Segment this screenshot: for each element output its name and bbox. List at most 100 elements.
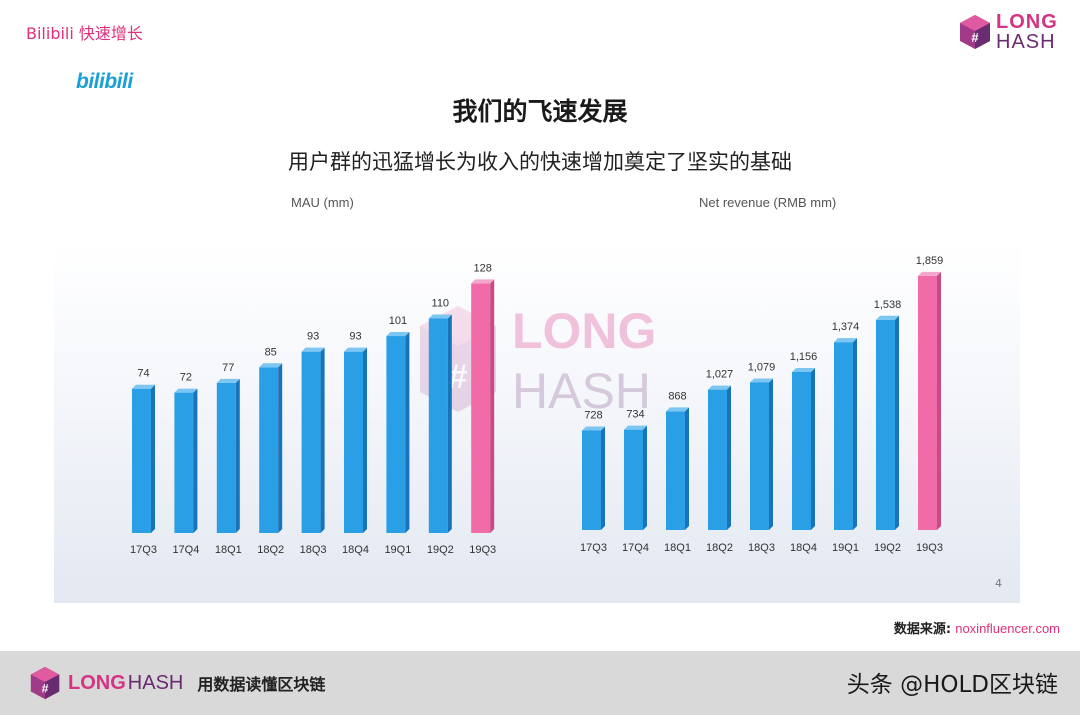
mau-bar-side xyxy=(193,388,198,533)
footer-logo: # LONG HASH 用数据读懂区块链 xyxy=(28,665,325,701)
cube-icon: # xyxy=(30,666,60,700)
chart-panel xyxy=(54,240,1020,603)
revenue-value-label: 734 xyxy=(626,409,644,421)
slide-subtitle: 用户群的迅猛增长为收入的快速增加奠定了坚实的基础 xyxy=(288,150,792,174)
revenue-bar xyxy=(918,275,937,530)
bilibili-logo: bilibili xyxy=(76,70,133,93)
mau-value-label: 93 xyxy=(307,331,319,343)
mau-bar xyxy=(386,336,406,533)
revenue-bar xyxy=(582,430,601,530)
revenue-category-label: 19Q2 xyxy=(874,542,901,554)
revenue-bar-side xyxy=(937,271,941,530)
revenue-value-label: 1,079 xyxy=(748,362,776,374)
revenue-bar xyxy=(666,411,685,530)
mau-category-label: 19Q2 xyxy=(427,544,454,556)
mau-category-label: 17Q4 xyxy=(172,544,199,556)
mau-bar-side xyxy=(278,363,283,533)
revenue-bar-top xyxy=(876,315,899,320)
revenue-bar-top xyxy=(750,378,773,383)
revenue-value-label: 1,156 xyxy=(790,351,818,363)
revenue-bar-side xyxy=(601,426,605,530)
footer-bar: # LONG HASH 用数据读懂区块链 头条 @HOLD区块链 xyxy=(0,651,1080,715)
mau-bar-side xyxy=(151,384,155,533)
mau-bar-side xyxy=(405,332,410,533)
page-number: 4 xyxy=(995,577,1002,590)
revenue-bar-side xyxy=(811,367,815,530)
footer-brand-line2: HASH xyxy=(127,671,184,694)
revenue-value-label: 1,538 xyxy=(874,299,902,311)
footer-brand-line1: LONG xyxy=(68,671,126,694)
mau-bar-top xyxy=(301,347,325,352)
section-label: Bilibili 快速增长 xyxy=(26,24,143,43)
mau-value-label: 101 xyxy=(389,315,407,327)
revenue-category-label: 18Q1 xyxy=(664,542,691,554)
mau-category-label: 18Q2 xyxy=(257,544,284,556)
mau-bar-top xyxy=(259,363,283,368)
mau-category-label: 19Q3 xyxy=(469,544,496,556)
revenue-bar-top xyxy=(834,338,857,343)
revenue-value-label: 728 xyxy=(584,409,602,421)
revenue-bar-side xyxy=(685,407,689,530)
revenue-category-label: 19Q3 xyxy=(916,542,943,554)
mau-category-label: 19Q1 xyxy=(384,544,411,556)
mau-bar-top xyxy=(344,347,367,352)
revenue-value-label: 1,374 xyxy=(832,321,860,333)
cube-icon: # xyxy=(958,13,992,51)
mau-bar xyxy=(132,388,151,533)
footer-watermark: 头条 @HOLD区块链 xyxy=(846,672,1058,698)
revenue-bar xyxy=(624,429,643,530)
mau-bars: 74 17Q3 72 17Q4 77 18Q1 85 18Q2 93 18Q3 93 18Q4 101 1… xyxy=(130,262,496,556)
mau-value-label: 93 xyxy=(349,331,361,343)
revenue-bar-top xyxy=(582,426,605,431)
mau-value-label: 74 xyxy=(137,368,149,380)
revenue-bar xyxy=(708,389,727,530)
mau-category-label: 18Q3 xyxy=(300,544,327,556)
revenue-bar-top xyxy=(624,425,647,430)
mau-bar xyxy=(471,283,491,533)
revenue-category-label: 19Q1 xyxy=(832,542,859,554)
mau-bar-side xyxy=(363,347,367,533)
mau-bar-top xyxy=(132,384,155,389)
mau-bar-top xyxy=(471,279,495,284)
mau-bar xyxy=(344,351,363,533)
revenue-bar-top xyxy=(792,367,815,372)
revenue-bar-side xyxy=(769,378,773,530)
svg-text:#: # xyxy=(971,30,979,45)
revenue-bar-side xyxy=(853,338,857,530)
revenue-value-label: 1,859 xyxy=(916,255,944,267)
brand-line2: HASH xyxy=(996,31,1056,53)
longhash-logo: # LONG HASH xyxy=(958,12,1058,52)
revenue-category-label: 18Q2 xyxy=(706,542,733,554)
mau-bar xyxy=(259,367,279,533)
revenue-bar-side xyxy=(895,315,899,530)
revenue-bar xyxy=(792,371,811,530)
mau-category-label: 18Q1 xyxy=(215,544,242,556)
brand-line1: LONG xyxy=(996,11,1058,33)
bars-layer: 74 17Q3 72 17Q4 77 18Q1 85 18Q2 93 18Q3 93 18Q4 101 1… xyxy=(130,255,943,556)
mau-value-label: 110 xyxy=(432,298,450,310)
revenue-category-label: 18Q3 xyxy=(748,542,775,554)
slide-title: 我们的飞速发展 xyxy=(452,97,628,126)
revenue-category-label: 17Q4 xyxy=(622,542,649,554)
mau-value-label: 72 xyxy=(180,372,192,384)
mau-bar-top xyxy=(174,388,198,393)
revenue-bar-side xyxy=(727,385,731,530)
revenue-bar-top xyxy=(666,407,689,412)
svg-text:#: # xyxy=(449,358,468,396)
mau-category-label: 18Q4 xyxy=(342,544,369,556)
svg-text:#: # xyxy=(42,681,49,695)
mau-bar xyxy=(174,392,194,533)
revenue-value-label: 1,027 xyxy=(706,369,734,381)
mau-category-label: 17Q3 xyxy=(130,544,157,556)
mau-value-label: 85 xyxy=(265,346,277,358)
mau-bar-top xyxy=(216,378,240,383)
mau-bar xyxy=(428,318,448,533)
mau-bar-side xyxy=(447,314,452,533)
mau-bar xyxy=(301,351,321,533)
revenue-bar-top xyxy=(918,271,941,276)
mau-value-label: 77 xyxy=(222,362,234,374)
source-link[interactable]: noxinfluencer.com xyxy=(955,621,1060,636)
mau-bar-side xyxy=(490,279,495,533)
revenue-category-label: 17Q3 xyxy=(580,542,607,554)
